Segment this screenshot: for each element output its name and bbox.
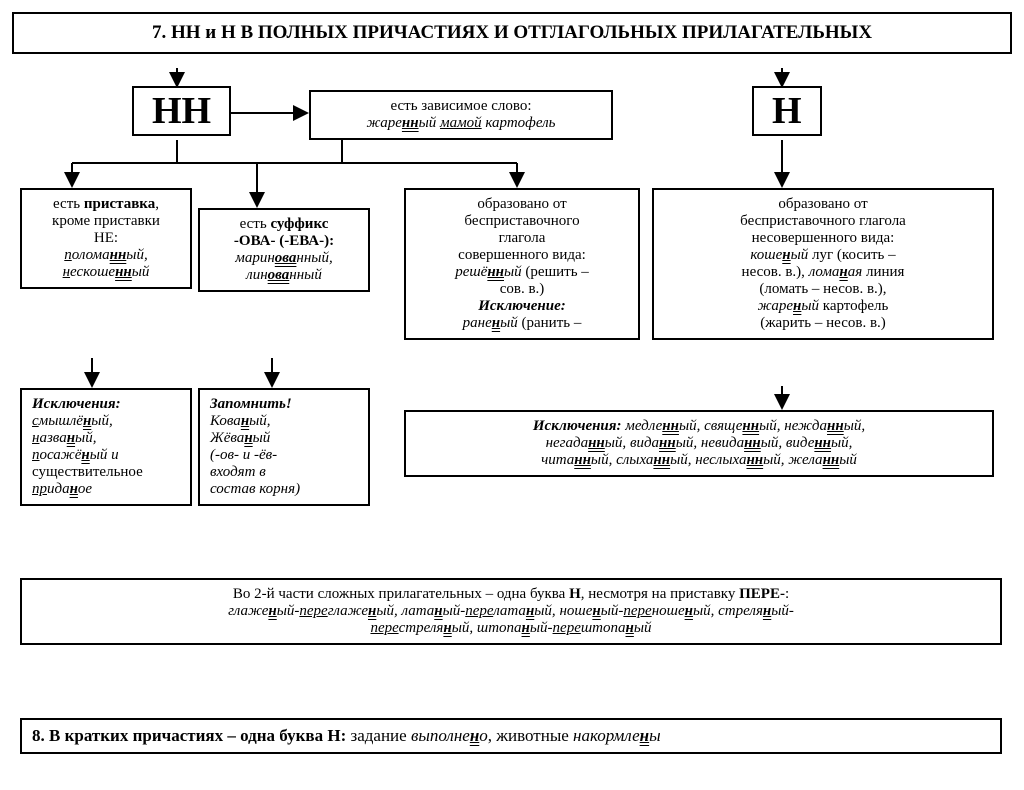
zapom-ex2: Жёваный: [210, 430, 358, 447]
excl1-ex2: названый,: [32, 430, 180, 447]
perf-l4: совершенного вида:: [416, 247, 628, 264]
zapom-title: Запомнить!: [210, 396, 358, 413]
pere-l1: Во 2-й части сложных прилагательных – од…: [32, 586, 990, 603]
prefix-rule-box: есть приставка, кроме приставки НЕ: поло…: [20, 188, 192, 289]
remember-box: Запомнить! Кованый, Жёваный (-ов- и -ёв-…: [198, 388, 370, 506]
zapom-l1: (-ов- и -ёв-: [210, 447, 358, 464]
main-title: 7. НН и Н В ПОЛНЫХ ПРИЧАСТИЯХ И ОТГЛАГОЛ…: [12, 12, 1012, 54]
perf-excl-ex: раненый (ранить –: [416, 315, 628, 332]
prefix-l4: НЕ:: [32, 230, 180, 247]
pere-rule-box: Во 2-й части сложных прилагательных – од…: [20, 578, 1002, 645]
pere-l3: перестреляный, штопаный-перештопаный: [32, 620, 990, 637]
perf-excl-title: Исключение:: [416, 298, 628, 315]
section8-title: 8. В кратких причастиях – одна буква Н:: [32, 726, 350, 745]
prefix-l1: есть приставка,: [32, 196, 180, 213]
suffix-ex2: линованный: [210, 267, 358, 284]
imperf-l5: (ломать – несов. в.),: [664, 281, 982, 298]
prefix-l3: кроме приставки: [32, 213, 180, 230]
excl1-title: Исключения:: [32, 396, 180, 413]
perfective-rule-box: образовано от бесприставочного глагола с…: [404, 188, 640, 340]
imperf-l2: бесприставочного глагола: [664, 213, 982, 230]
dep-example: жаренный мамой картофель: [321, 115, 601, 132]
excl1-noun: существительное: [32, 464, 180, 481]
suffix-l1: есть суффикс: [210, 216, 358, 233]
excl1-ex3: посажёный и: [32, 447, 180, 464]
perf-l3: глагола: [416, 230, 628, 247]
n-box: Н: [752, 86, 822, 136]
zapom-l3: состав корня): [210, 481, 358, 498]
prefix-ex2: нескошенный: [32, 264, 180, 281]
imperf-ex1: кошеный луг (косить –: [664, 247, 982, 264]
hn-box: НН: [132, 86, 231, 136]
suffix-ex1: маринованный,: [210, 250, 358, 267]
excl2-line3: читанный, слыханный, неслыханный, желанн…: [416, 452, 982, 469]
imperf-l6: (жарить – несов. в.): [664, 315, 982, 332]
imperf-ex3: жареный картофель: [664, 298, 982, 315]
imperf-l4: несов. в.), ломаная линия: [664, 264, 982, 281]
suffix-rule-box: есть суффикс -ОВА- (-ЕВА-): маринованный…: [198, 208, 370, 292]
excl1-ex4: приданое: [32, 481, 180, 498]
perf-ex: решённый (решить –: [416, 264, 628, 281]
imperf-l1: образовано от: [664, 196, 982, 213]
perf-l5: сов. в.): [416, 281, 628, 298]
imperfective-rule-box: образовано от бесприставочного глагола н…: [652, 188, 994, 340]
dep-line1: есть зависимое слово:: [321, 98, 601, 115]
section8-box: 8. В кратких причастиях – одна буква Н: …: [20, 718, 1002, 754]
suffix-l2: -ОВА- (-ЕВА-):: [210, 233, 358, 250]
pere-l2: глаженый-переглаженый, латаный-перелатан…: [32, 603, 990, 620]
excl2-line2: негаданный, виданный, невиданный, виденн…: [416, 435, 982, 452]
zapom-l2: входят в: [210, 464, 358, 481]
exceptions2-box: Исключения: медленный, священный, неждан…: [404, 410, 994, 477]
dependent-word-box: есть зависимое слово: жаренный мамой кар…: [309, 90, 613, 140]
zapom-ex1: Кованый,: [210, 413, 358, 430]
prefix-ex1: поломанный,: [32, 247, 180, 264]
excl2-line1: Исключения: медленный, священный, неждан…: [416, 418, 982, 435]
perf-l2: бесприставочного: [416, 213, 628, 230]
excl1-ex1: смышлёный,: [32, 413, 180, 430]
exceptions1-box: Исключения: смышлёный, названый, посажён…: [20, 388, 192, 506]
perf-l1: образовано от: [416, 196, 628, 213]
imperf-l3: несовершенного вида:: [664, 230, 982, 247]
